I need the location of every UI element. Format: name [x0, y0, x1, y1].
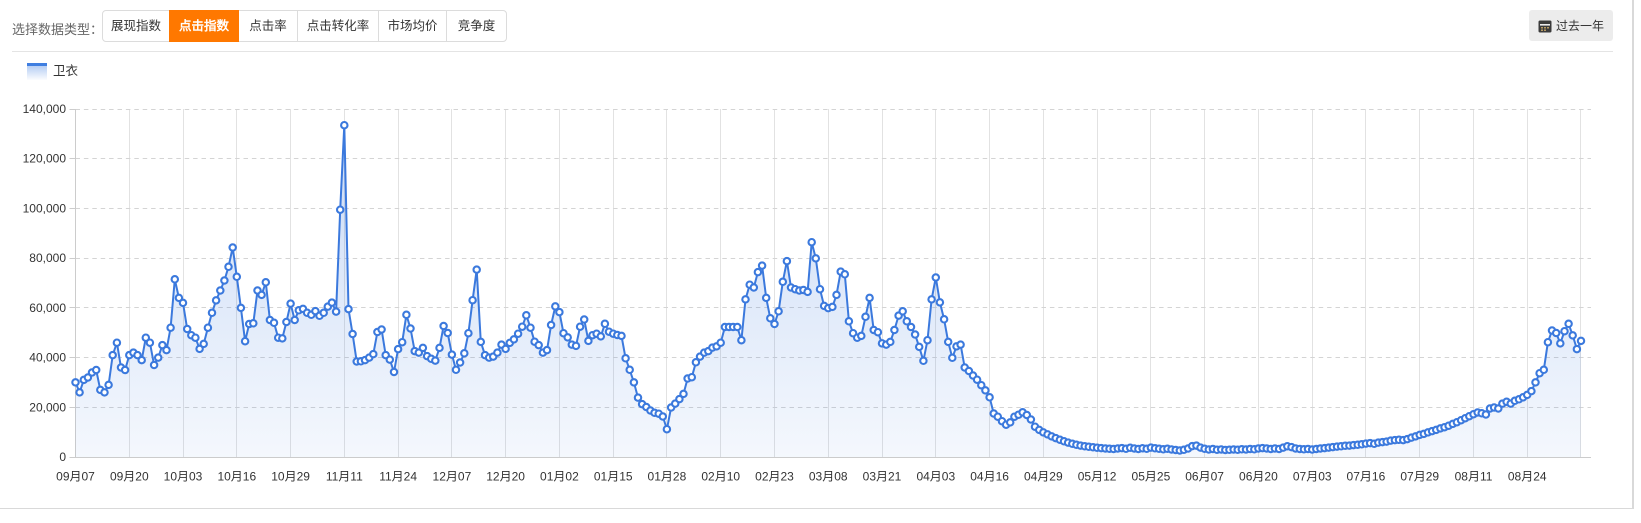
svg-text:12月07: 12月07	[433, 470, 472, 484]
svg-text:01月28: 01月28	[648, 470, 687, 484]
svg-text:60,000: 60,000	[29, 301, 66, 315]
svg-text:10月29: 10月29	[271, 470, 310, 484]
svg-text:01月15: 01月15	[594, 470, 633, 484]
svg-text:80,000: 80,000	[29, 251, 66, 265]
svg-text:11月24: 11月24	[379, 470, 417, 484]
svg-text:07月16: 07月16	[1347, 470, 1386, 484]
svg-text:04月03: 04月03	[916, 470, 955, 484]
svg-text:05月25: 05月25	[1132, 470, 1171, 484]
svg-text:03月21: 03月21	[863, 470, 902, 484]
svg-text:20,000: 20,000	[29, 400, 66, 414]
svg-text:09月20: 09月20	[110, 470, 149, 484]
svg-text:08月11: 08月11	[1455, 470, 1493, 484]
svg-text:04月16: 04月16	[970, 470, 1009, 484]
svg-text:10月16: 10月16	[217, 470, 256, 484]
svg-text:01月02: 01月02	[540, 470, 579, 484]
svg-text:06月07: 06月07	[1185, 470, 1224, 484]
svg-text:08月24: 08月24	[1508, 470, 1547, 484]
svg-text:04月29: 04月29	[1024, 470, 1063, 484]
svg-text:07月03: 07月03	[1293, 470, 1332, 484]
svg-text:10月03: 10月03	[164, 470, 203, 484]
svg-text:02月10: 02月10	[701, 470, 740, 484]
svg-text:06月20: 06月20	[1239, 470, 1278, 484]
svg-text:140,000: 140,000	[23, 102, 67, 116]
svg-text:120,000: 120,000	[23, 152, 67, 166]
svg-text:05月12: 05月12	[1078, 470, 1117, 484]
svg-text:12月20: 12月20	[486, 470, 525, 484]
svg-text:0: 0	[59, 450, 66, 464]
svg-text:02月23: 02月23	[755, 470, 794, 484]
svg-text:07月29: 07月29	[1400, 470, 1439, 484]
svg-text:100,000: 100,000	[23, 201, 67, 215]
svg-text:11月11: 11月11	[326, 470, 363, 484]
svg-text:03月08: 03月08	[809, 470, 848, 484]
svg-text:09月07: 09月07	[56, 470, 95, 484]
svg-text:40,000: 40,000	[29, 351, 66, 365]
